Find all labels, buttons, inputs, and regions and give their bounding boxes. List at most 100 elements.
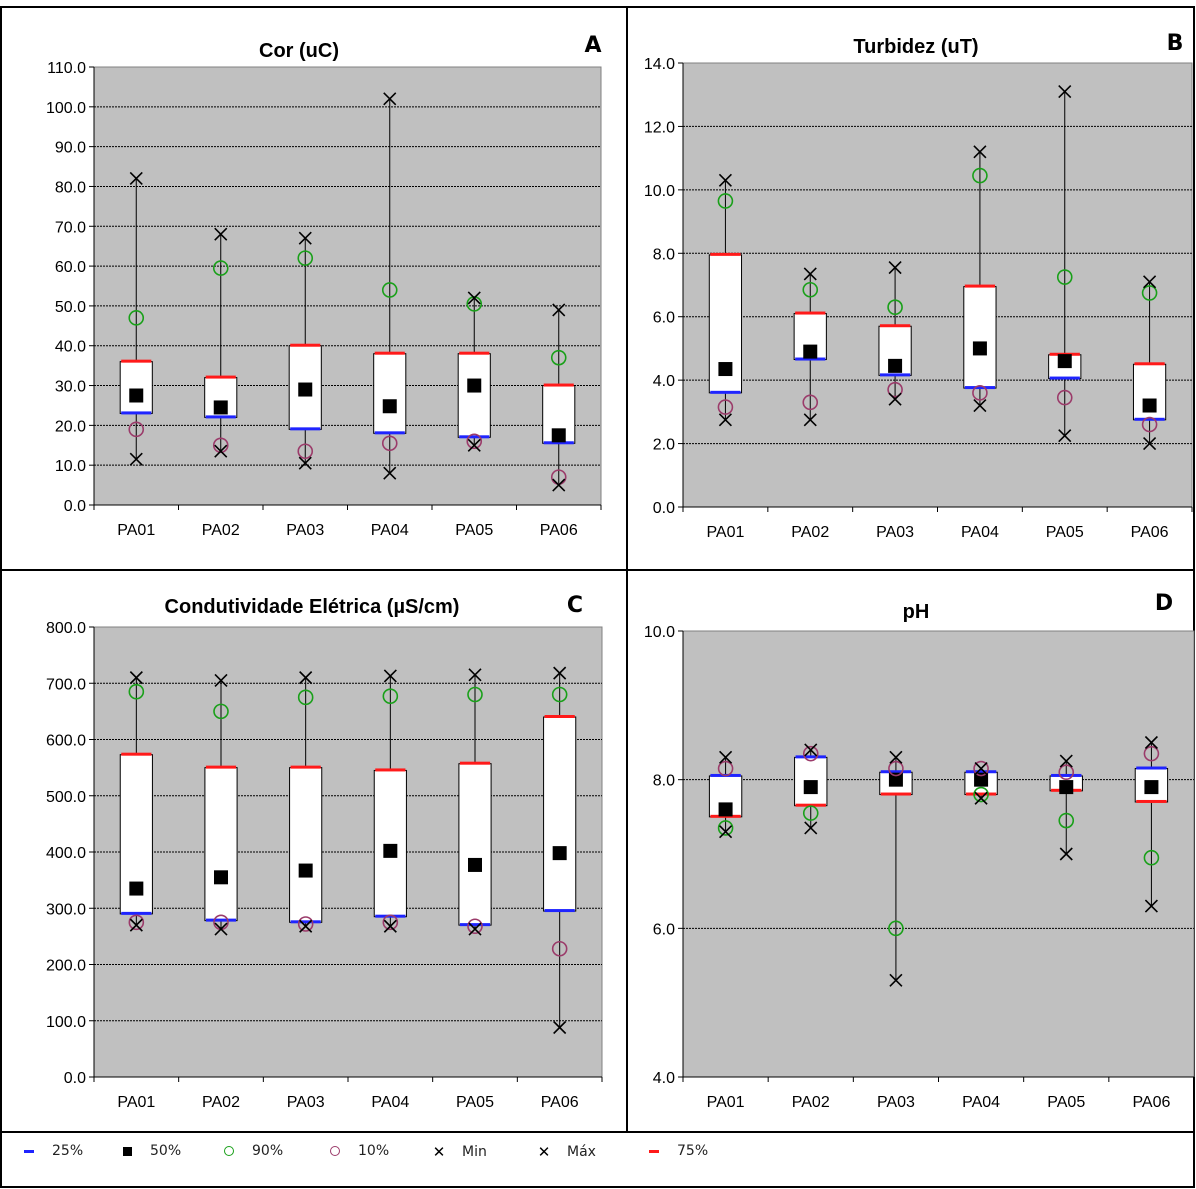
min-mark-stroke (553, 1020, 567, 1035)
min-mark-stroke (129, 452, 143, 466)
median-mark (1059, 780, 1074, 795)
p90-mark (1056, 269, 1073, 285)
p10-mark (888, 760, 904, 777)
x-mark-icon: ✕ (432, 1143, 446, 1161)
box (458, 763, 492, 926)
min-mark-stroke (214, 444, 228, 458)
y-tick-label: 400.0 (46, 845, 86, 862)
median-mark (974, 772, 989, 787)
box (119, 361, 153, 414)
p90-mark (1058, 812, 1075, 829)
min-mark (718, 413, 732, 427)
min-mark-stroke (889, 973, 903, 987)
min-mark (1144, 899, 1158, 913)
x-tick-label: PA06 (541, 1094, 579, 1111)
x-tick-label: PA06 (540, 522, 578, 539)
min-mark-stroke (719, 825, 733, 839)
max-mark (552, 303, 566, 317)
p10-mark (717, 760, 734, 777)
p75-mark (880, 792, 912, 796)
max-mark (214, 673, 228, 688)
min-mark-stroke (468, 922, 482, 936)
p90-mark (550, 349, 567, 366)
max-mark-stroke (214, 673, 228, 688)
x-tick-label: PA02 (791, 524, 829, 541)
p90-mark (973, 786, 989, 803)
min-mark (803, 413, 817, 427)
p75-mark (543, 383, 574, 387)
min-mark (888, 392, 902, 406)
p25-mark (375, 914, 406, 918)
x-tick-label: PA02 (202, 522, 240, 539)
p25-mark (880, 770, 912, 774)
y-tick-label: 100.0 (46, 1014, 86, 1031)
x-mark-icon: ✕ (537, 1143, 551, 1161)
y-tick-label: 20.0 (55, 418, 86, 435)
min-mark-stroke (1144, 899, 1158, 913)
max-mark (383, 669, 397, 683)
min-mark (129, 918, 143, 932)
max-mark (718, 173, 732, 187)
median-mark (552, 846, 567, 861)
box (373, 353, 407, 434)
max-mark (974, 761, 988, 776)
max-mark-stroke (129, 671, 143, 685)
y-tick-label: 110.0 (47, 60, 86, 77)
p25-mark (544, 909, 575, 913)
min-mark-stroke (804, 821, 818, 835)
y-tick-label: 14.0 (644, 56, 675, 73)
y-tick-label: 800.0 (46, 620, 86, 637)
min-mark-stroke (803, 413, 817, 427)
min-mark-stroke (718, 413, 732, 427)
legend-item-p90: 90% (218, 1143, 283, 1159)
y-tick-label: 90.0 (55, 140, 86, 157)
p25-mark (459, 435, 490, 439)
box (963, 286, 997, 389)
p90-mark (717, 820, 734, 836)
p10-mark (887, 381, 903, 398)
x-tick-label: PA03 (877, 1094, 915, 1111)
p10-mark (297, 916, 314, 932)
p90-mark (717, 193, 734, 209)
y-tick-label: 10.0 (55, 458, 86, 475)
min-mark (468, 922, 482, 936)
median-mark (972, 341, 987, 356)
p25-mark (121, 411, 152, 415)
max-mark-stroke (298, 231, 312, 245)
p25-mark (1049, 376, 1080, 380)
y-tick-label: 300.0 (46, 901, 86, 918)
p90-mark (1143, 849, 1160, 866)
max-mark-stroke (1058, 84, 1072, 99)
max-mark-stroke (383, 92, 397, 106)
min-mark-stroke (552, 478, 566, 492)
purple-circle-icon (324, 1143, 346, 1159)
max-mark (1058, 84, 1072, 99)
p75-mark (795, 803, 826, 807)
max-mark (973, 145, 987, 159)
p25-mark (710, 390, 741, 394)
p25-mark (879, 373, 911, 377)
legend: 25% 50% 90% 10% ✕ Min ✕ Máx 75% (18, 1133, 1188, 1169)
black-square-icon (116, 1143, 138, 1159)
p75-mark (710, 252, 741, 256)
p10-mark (128, 421, 145, 438)
y-tick-label: 80.0 (55, 179, 86, 196)
p10-mark (1056, 389, 1073, 406)
y-tick-label: 50.0 (55, 299, 86, 316)
min-mark-stroke (974, 791, 988, 805)
p25-mark (205, 918, 237, 922)
p10-mark (973, 760, 989, 777)
green-circle-icon (218, 1143, 240, 1159)
min-mark (889, 973, 903, 987)
p25-mark (1136, 766, 1167, 770)
max-mark-stroke (973, 145, 987, 159)
x-tick-label: PA01 (117, 522, 155, 539)
median-mark (803, 780, 818, 795)
median-mark (382, 399, 397, 414)
y-tick-label: 6.0 (653, 310, 675, 327)
p25-mark (121, 911, 152, 915)
y-tick-label: 60.0 (55, 259, 86, 276)
median-mark (551, 428, 566, 443)
p90-mark (213, 703, 229, 720)
max-mark-stroke (552, 303, 566, 317)
